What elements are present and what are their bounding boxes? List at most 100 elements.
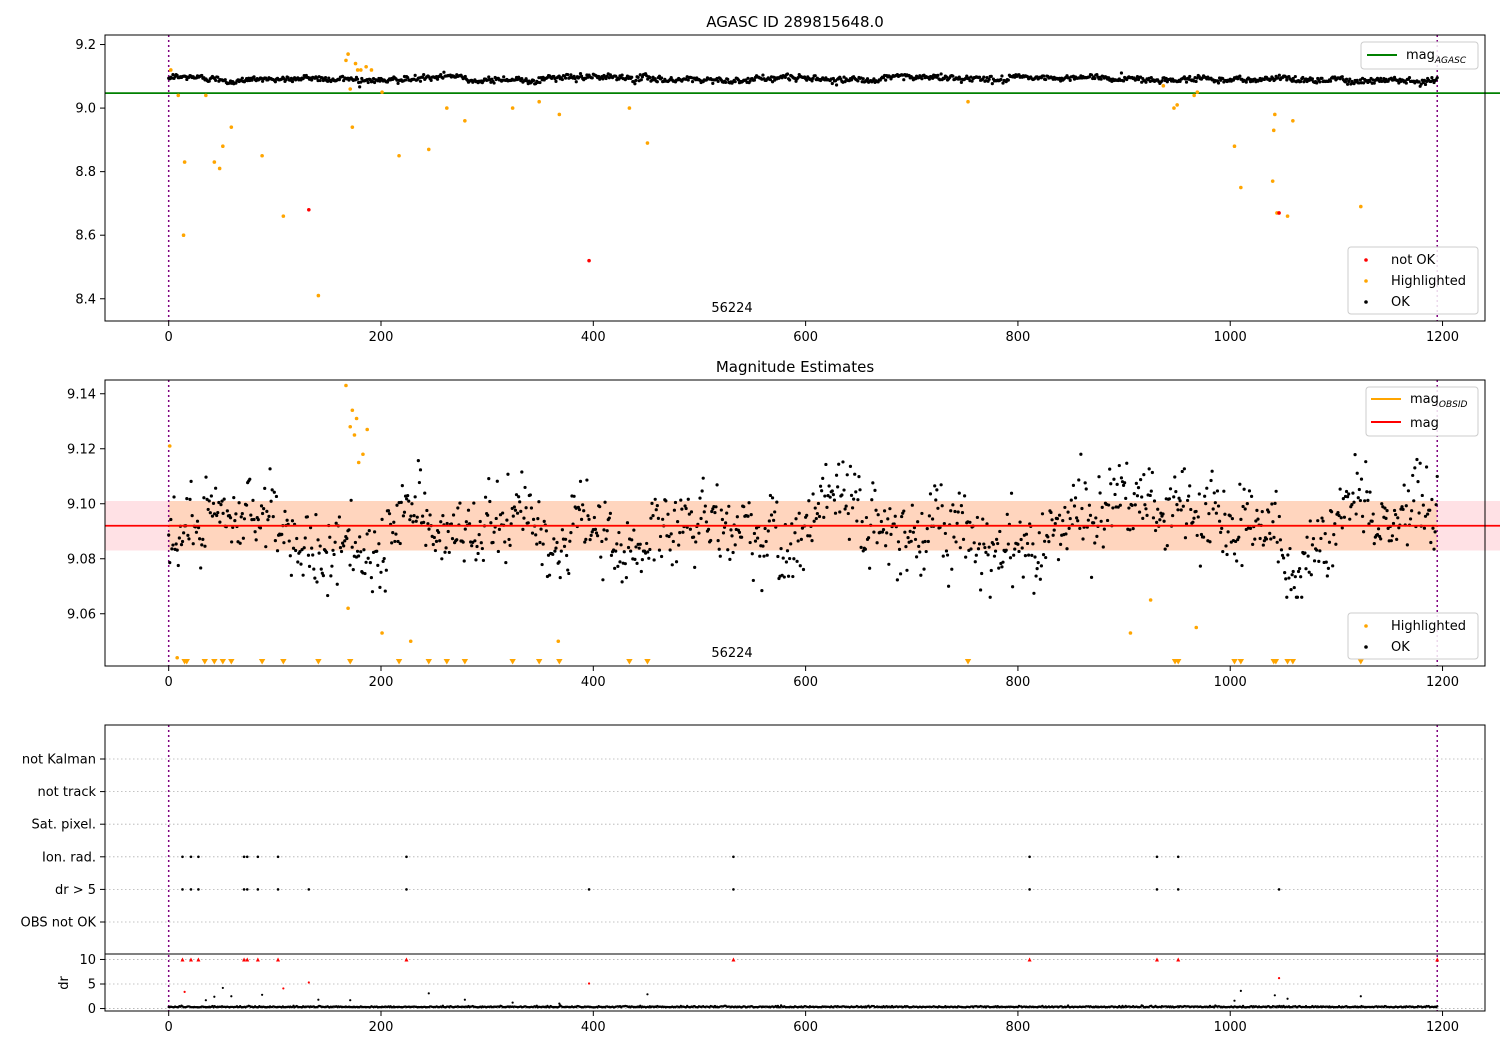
p2-ok-point	[212, 512, 217, 516]
p2-ok-point	[1069, 498, 1073, 502]
p2-ok-point	[884, 544, 888, 548]
p1-highlighted-point	[1175, 103, 1179, 107]
p2-ok-point	[854, 490, 858, 494]
flag-row-label: not Kalman	[22, 753, 96, 768]
legend-ok-marker	[1364, 300, 1368, 304]
p2-ok-point	[1237, 535, 1241, 539]
p2-ok-point	[392, 520, 396, 524]
p1-ok-point	[413, 73, 417, 77]
p1-ok-point	[657, 74, 662, 78]
p2-ok-point	[1378, 534, 1382, 539]
p2-lower-limit-marker	[1289, 659, 1297, 665]
p2-ok-point	[1072, 504, 1077, 508]
p2-ok-point	[1220, 526, 1224, 530]
p2-ok-point	[1348, 517, 1352, 521]
p1-ok-point	[630, 75, 634, 79]
p2-ok-point	[857, 475, 861, 479]
p2-ok-point	[608, 511, 612, 515]
p2-ok-point	[473, 539, 477, 543]
p2-ok-point	[1214, 511, 1218, 515]
p1-ok-series	[167, 70, 1439, 89]
p1-y-tick-label: 8.4	[75, 292, 96, 307]
p2-ok-point	[1432, 547, 1436, 551]
p2-ok-point	[993, 549, 998, 553]
flag-marker	[405, 888, 408, 891]
dr-not-ok-point	[587, 982, 591, 985]
p1-ok-point	[1119, 71, 1124, 75]
p2-ok-point	[272, 490, 276, 494]
p2-ok-point	[647, 556, 651, 560]
p1-ok-point	[810, 79, 814, 83]
flag-marker	[256, 855, 260, 859]
p2-ok-point	[593, 527, 598, 531]
p2-ok-point	[446, 529, 450, 534]
p1-ok-point	[573, 76, 577, 81]
p2-ok-point	[369, 576, 373, 580]
p2-ok-point	[268, 467, 272, 471]
p2-ok-point	[603, 500, 607, 504]
p2-ok-point	[222, 497, 226, 501]
p2-ok-point	[1191, 520, 1195, 524]
p2-ok-point	[799, 537, 803, 541]
p2-ok-point	[504, 560, 508, 565]
p2-ok-point	[395, 503, 399, 507]
p1-ok-point	[1352, 82, 1356, 86]
p2-ok-point	[991, 542, 996, 546]
p2-ok-point	[1165, 544, 1169, 548]
p2-ok-point	[455, 538, 459, 542]
p1-highlighted-point	[1161, 84, 1166, 88]
p2-ok-point	[905, 568, 909, 572]
p2-ok-point	[1039, 564, 1044, 568]
p2-ok-point	[1284, 577, 1288, 581]
p1-x-tick-label: 1000	[1214, 330, 1247, 345]
p2-ok-point	[897, 547, 902, 551]
p1-highlighted-series	[169, 52, 1363, 298]
dr-highlighted-point	[204, 999, 207, 1002]
p2-ok-point	[949, 509, 953, 513]
dr-highlighted-point	[558, 1002, 561, 1005]
p2-ok-point	[396, 539, 400, 544]
p2-ok-point	[1137, 510, 1142, 514]
p2-ok-point	[241, 536, 245, 540]
p2-ok-point	[1415, 457, 1419, 462]
p1-ok-point	[1368, 79, 1372, 83]
p2-ok-point	[652, 558, 656, 562]
p2-ok-point	[775, 500, 779, 504]
flag-marker	[189, 855, 193, 859]
p2-ok-point	[233, 519, 237, 523]
p2-ok-point	[646, 550, 650, 554]
p2-ok-point	[234, 512, 238, 516]
p2-ok-point	[1119, 476, 1124, 480]
p2-ok-point	[910, 503, 914, 507]
p2-ok-point	[174, 542, 178, 546]
p2-ok-point	[896, 540, 901, 544]
p2-ok-point	[792, 557, 796, 561]
p2-ok-point	[1203, 494, 1207, 498]
p2-ok-point	[349, 498, 353, 502]
flag-marker	[1028, 888, 1031, 891]
p2-ok-point	[238, 541, 242, 545]
p2-ok-point	[1238, 482, 1242, 486]
p2-ok-point	[225, 509, 229, 513]
p2-ok-point	[1201, 535, 1206, 539]
p2-ok-point	[406, 493, 410, 498]
p2-ok-point	[508, 543, 512, 548]
p1-ok-point	[290, 79, 295, 84]
p2-ok-point	[735, 515, 739, 519]
p1-ok-point	[207, 79, 211, 83]
flag-marker	[197, 855, 200, 859]
p2-ok-point	[1162, 519, 1166, 523]
p1-ok-point	[690, 80, 695, 84]
p2-ok-point	[1389, 539, 1393, 543]
flag-marker	[732, 888, 735, 891]
p2-ok-point	[451, 513, 456, 517]
p2-ok-point	[963, 494, 967, 498]
p2-ok-point	[797, 511, 801, 515]
p2-ok-point	[1181, 504, 1185, 508]
p2-ok-point	[432, 535, 436, 540]
p2-ok-point	[984, 550, 988, 554]
p2-ok-point	[280, 532, 284, 536]
p2-ok-point	[1317, 559, 1321, 564]
p2-ok-point	[167, 533, 171, 537]
p2-ok-point	[1147, 467, 1151, 471]
